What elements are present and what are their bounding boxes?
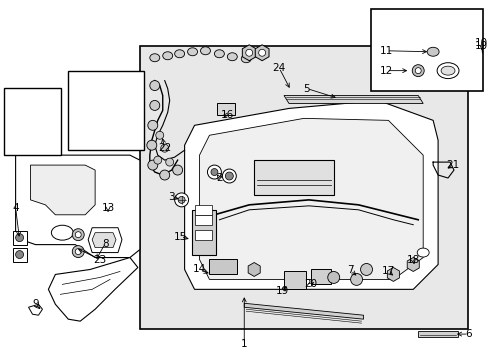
Text: 11: 11 [379,46,392,56]
Circle shape [147,120,158,130]
Text: 23: 23 [93,255,106,265]
Circle shape [161,144,168,152]
Text: 9: 9 [32,299,39,309]
Bar [191,210,216,255]
Ellipse shape [214,50,224,58]
Bar [217,103,235,116]
Bar [371,9,482,90]
Ellipse shape [241,55,251,63]
Ellipse shape [427,47,438,56]
Text: 15: 15 [174,232,187,242]
Text: 6: 6 [465,329,471,339]
Circle shape [149,81,160,90]
Ellipse shape [187,48,197,56]
Circle shape [172,165,182,175]
Circle shape [16,234,23,242]
Text: 14: 14 [192,265,206,274]
Text: 5: 5 [303,84,309,94]
Circle shape [156,131,163,139]
Polygon shape [88,228,122,253]
Polygon shape [244,303,363,319]
Text: 21: 21 [446,160,459,170]
Polygon shape [255,45,268,61]
Polygon shape [184,100,437,289]
Circle shape [258,49,265,56]
Polygon shape [199,118,422,279]
Circle shape [411,65,423,77]
Circle shape [153,156,162,164]
Polygon shape [417,331,457,337]
Text: 17: 17 [381,266,394,276]
Circle shape [350,274,362,285]
Text: 16: 16 [220,111,233,120]
Bar [194,205,212,215]
Circle shape [72,246,84,257]
Circle shape [327,271,339,283]
Ellipse shape [174,50,184,58]
Ellipse shape [200,47,210,55]
Circle shape [16,251,23,258]
Bar [140,46,467,329]
Polygon shape [247,262,260,276]
Bar [4,87,61,155]
Text: 13: 13 [101,203,115,213]
Bar [284,271,305,289]
Circle shape [160,170,169,180]
Polygon shape [92,233,116,248]
Bar [310,270,330,284]
Ellipse shape [440,66,454,75]
Ellipse shape [227,53,237,61]
Polygon shape [28,304,42,315]
Text: 4: 4 [12,203,19,213]
Circle shape [149,100,160,111]
Circle shape [147,160,158,170]
Circle shape [165,158,173,166]
Text: 7: 7 [346,265,353,275]
Text: 1: 1 [241,339,247,349]
Polygon shape [284,95,422,103]
Text: 3: 3 [168,192,175,202]
Bar [254,160,333,195]
Polygon shape [48,257,138,321]
Circle shape [225,172,233,180]
Polygon shape [30,165,95,215]
Text: 24: 24 [272,63,285,73]
Ellipse shape [436,63,458,78]
Circle shape [174,193,188,207]
Ellipse shape [149,54,160,62]
Circle shape [72,229,84,240]
Text: 19: 19 [275,286,288,296]
Polygon shape [386,267,399,282]
Polygon shape [16,155,140,257]
Text: 10: 10 [474,38,488,48]
Bar [68,71,143,150]
Text: 22: 22 [158,143,171,153]
Bar [13,248,26,261]
Circle shape [207,165,221,179]
Text: 18: 18 [406,255,419,265]
Circle shape [178,197,185,203]
Bar [194,215,212,225]
Circle shape [210,168,218,176]
Circle shape [146,140,157,150]
Circle shape [222,169,236,183]
Ellipse shape [416,248,428,257]
Ellipse shape [163,52,172,60]
Text: 10: 10 [474,41,488,51]
Text: 20: 20 [304,279,317,289]
Circle shape [245,49,252,56]
Polygon shape [242,45,256,61]
Bar [194,230,212,240]
Text: 12: 12 [379,66,392,76]
Text: 8: 8 [102,239,108,249]
Circle shape [360,264,372,275]
Circle shape [75,232,81,238]
Bar [13,231,26,244]
Circle shape [414,68,420,74]
Circle shape [75,249,81,255]
Text: 2: 2 [216,173,222,183]
Polygon shape [407,257,418,271]
Bar [209,258,237,274]
Ellipse shape [51,225,73,240]
